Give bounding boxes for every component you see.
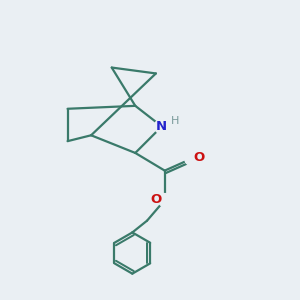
Text: H: H: [171, 116, 179, 126]
Text: N: N: [156, 120, 167, 133]
Text: O: O: [194, 151, 205, 164]
Circle shape: [154, 119, 169, 134]
Circle shape: [158, 194, 171, 206]
Circle shape: [185, 152, 198, 165]
Text: O: O: [150, 193, 161, 206]
